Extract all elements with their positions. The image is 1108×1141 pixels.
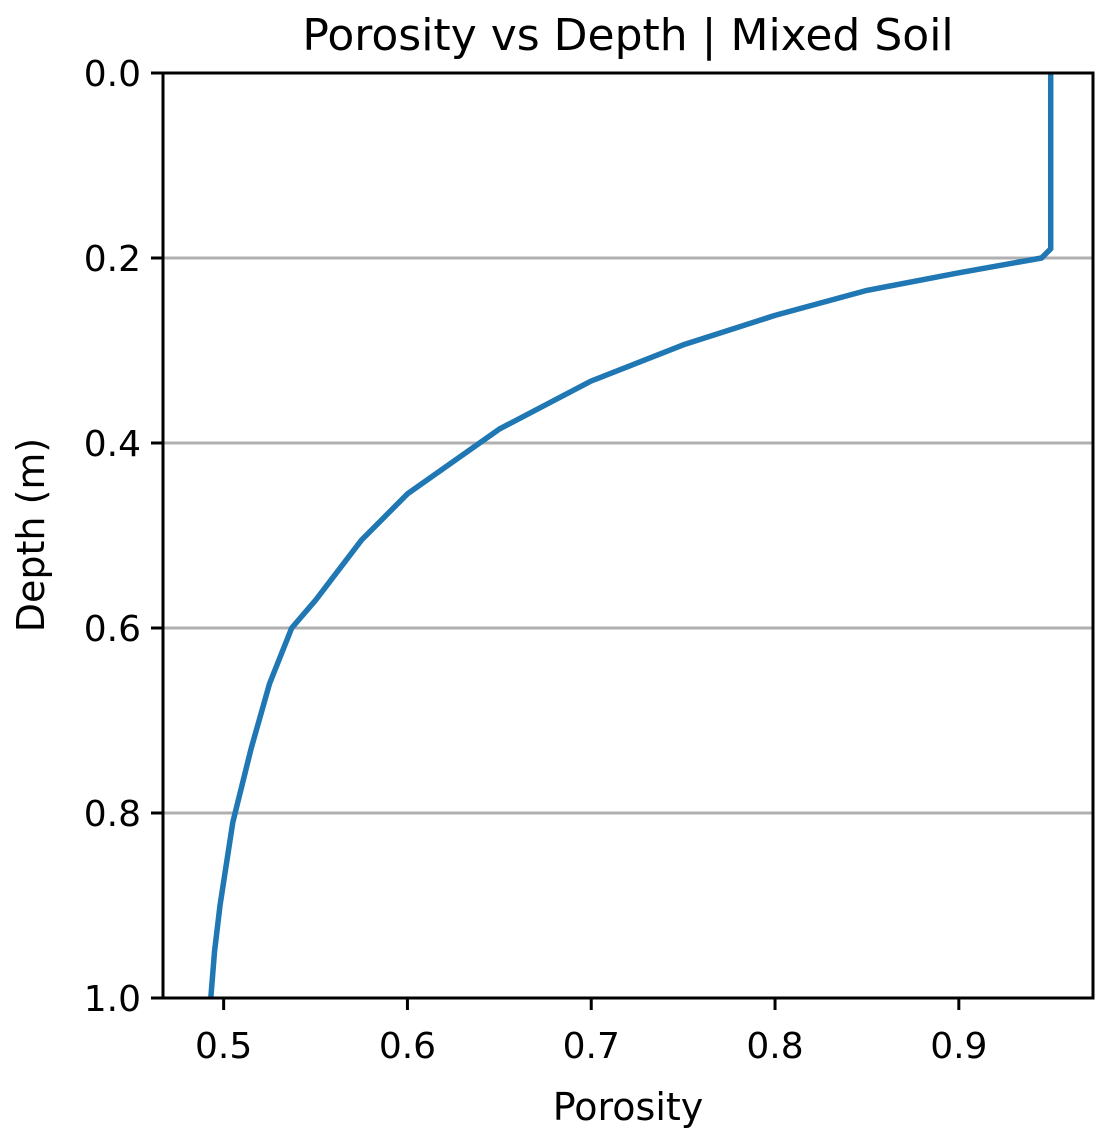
y-axis-ticks: 0.0 0.2 0.4 0.6 0.8 1.0 <box>84 54 163 1020</box>
x-axis-ticks: 0.5 0.6 0.7 0.8 0.9 <box>195 998 987 1067</box>
porosity-curve <box>208 73 1054 999</box>
plot-frame <box>161 71 1095 1000</box>
y-tick-label: 0.8 <box>84 794 141 835</box>
series-layer <box>208 73 1054 999</box>
y-tick-label: 0.4 <box>84 424 141 465</box>
x-tick-label: 0.7 <box>563 1026 620 1067</box>
x-tick-label: 0.6 <box>379 1026 436 1067</box>
grid-lines <box>163 256 1093 815</box>
x-tick-label: 0.8 <box>746 1026 803 1067</box>
y-axis-label: Depth (m) <box>9 438 53 633</box>
y-tick-label: 0.2 <box>84 239 141 280</box>
chart-title: Porosity vs Depth | Mixed Soil <box>302 10 953 61</box>
y-tick-label: 1.0 <box>84 979 141 1020</box>
x-tick-label: 0.5 <box>195 1026 252 1067</box>
y-tick-label: 0.6 <box>84 609 141 650</box>
x-axis-label: Porosity <box>553 1085 704 1129</box>
y-tick-label: 0.0 <box>84 54 141 95</box>
x-tick-label: 0.9 <box>930 1026 987 1067</box>
